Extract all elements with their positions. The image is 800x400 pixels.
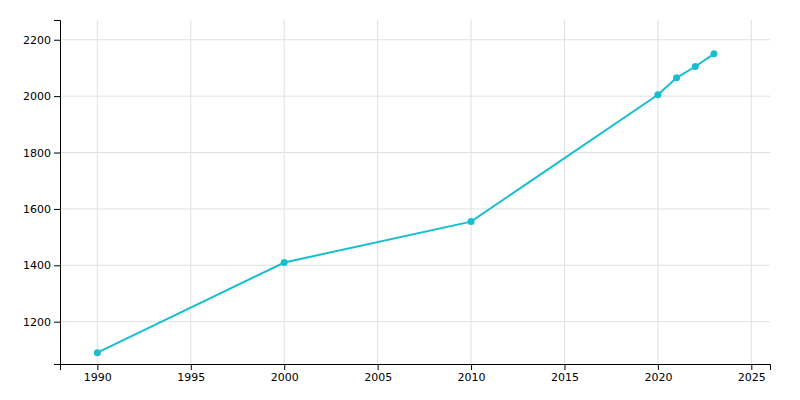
tick: 1400 <box>23 259 60 272</box>
tick-mark <box>54 40 60 41</box>
grid-line <box>60 265 770 266</box>
tick: 2020 <box>644 364 672 384</box>
tick-label: 2015 <box>551 371 579 384</box>
grid-line <box>471 20 472 364</box>
tick: 2005 <box>364 364 392 384</box>
tick-mark <box>54 322 60 323</box>
tick-label: 1200 <box>23 316 51 329</box>
y-axis: 1200 1400 1600 1800 2000 2200 <box>23 21 61 365</box>
marks <box>94 50 718 356</box>
tick: 2000 <box>23 90 60 103</box>
tick-mark <box>284 364 285 370</box>
x-axis: 1990 1995 2000 2005 2010 2015 2020 2025 <box>61 364 771 384</box>
tick-label: 2010 <box>458 371 486 384</box>
tick-label: 1600 <box>23 203 51 216</box>
point <box>710 50 717 57</box>
axis-line <box>61 365 771 371</box>
grid-line <box>97 20 98 364</box>
grid-line <box>284 20 285 364</box>
tick-mark <box>471 364 472 370</box>
tick: 1200 <box>23 316 60 329</box>
tick-mark <box>97 364 98 370</box>
tick: 2025 <box>738 364 766 384</box>
tick-label: 2000 <box>271 371 299 384</box>
point <box>468 218 475 225</box>
tick-mark <box>54 265 60 266</box>
tick: 2200 <box>23 34 60 47</box>
tick: 1800 <box>23 147 60 160</box>
tick-label: 2200 <box>23 34 51 47</box>
grid-line <box>751 20 752 364</box>
grid-line <box>190 20 191 364</box>
tick-label: 1400 <box>23 259 51 272</box>
tick-label: 1990 <box>84 371 112 384</box>
tick-mark <box>658 364 659 370</box>
tick-mark <box>751 364 752 370</box>
chart: 1990 1995 2000 2005 2010 2015 2020 2025 1200 1400… <box>0 0 800 400</box>
tick: 2010 <box>458 364 486 384</box>
tick-label: 2000 <box>23 90 51 103</box>
grid-line <box>60 152 770 153</box>
grid-line <box>60 321 770 322</box>
tick-mark <box>54 153 60 154</box>
point <box>94 349 101 356</box>
tick: 1600 <box>23 203 60 216</box>
point <box>654 91 661 98</box>
tick-label: 1995 <box>177 371 205 384</box>
grid-line <box>564 20 565 364</box>
tick-mark <box>191 364 192 370</box>
grid-line <box>60 39 770 40</box>
grid <box>60 20 770 364</box>
line <box>97 54 714 353</box>
grid-line <box>377 20 378 364</box>
tick-label: 2005 <box>364 371 392 384</box>
plot: 1990 1995 2000 2005 2010 2015 2020 2025 1200 1400… <box>23 20 771 384</box>
tick: 1990 <box>84 364 112 384</box>
axis-line <box>54 21 61 365</box>
grid-line <box>60 208 770 209</box>
point <box>692 63 699 70</box>
tick-mark <box>564 364 565 370</box>
tick: 1995 <box>177 364 205 384</box>
tick-label: 1800 <box>23 147 51 160</box>
point <box>281 259 288 266</box>
tick-label: 2025 <box>738 371 766 384</box>
tick-mark <box>54 96 60 97</box>
grid-line <box>657 20 658 364</box>
tick-label: 2020 <box>644 371 672 384</box>
tick: 2000 <box>271 364 299 384</box>
tick: 2015 <box>551 364 579 384</box>
tick-mark <box>378 364 379 370</box>
tick-mark <box>54 209 60 210</box>
grid-line <box>60 96 770 97</box>
point <box>673 74 680 81</box>
